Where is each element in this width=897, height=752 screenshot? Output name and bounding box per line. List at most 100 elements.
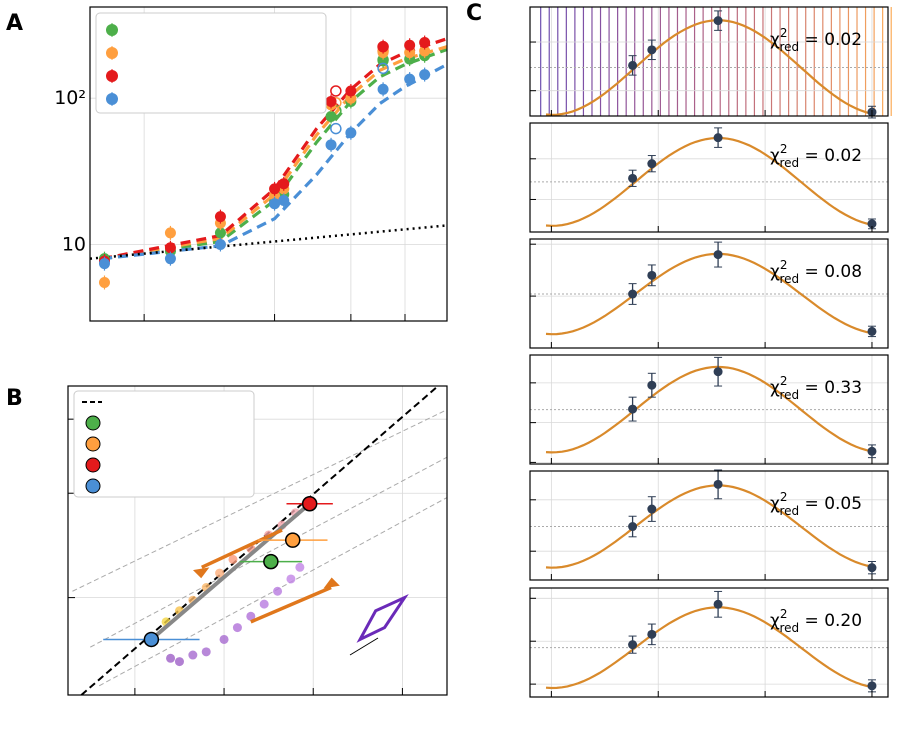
lc-point-F444W-3: [867, 681, 877, 691]
fit-curve-F300M: [545, 136, 873, 227]
chi2-part: red: [779, 40, 799, 54]
lc-point-F322W2-1: [647, 270, 657, 280]
chi2-part: 2: [780, 142, 788, 156]
lc-point-F277W-1: [647, 45, 657, 55]
plot-area-b: [72, 386, 447, 695]
data-point-2-9: [419, 37, 431, 49]
chi2-part: =: [799, 30, 824, 50]
legend-b: [73, 390, 255, 498]
ytick-label-a-part: 10: [62, 233, 86, 255]
fit-curve-F410M: [545, 484, 873, 569]
legend-marker-a: [106, 70, 118, 82]
chi2-part: χ: [770, 30, 780, 50]
track-point-14: [219, 634, 229, 644]
legend-box-a: [95, 12, 327, 114]
chi2-part: red: [779, 621, 799, 635]
track-point-13: [201, 647, 211, 657]
lc-point-F356W-3: [867, 446, 877, 456]
frame-c: [529, 587, 889, 698]
chi2-value: 0.20: [824, 611, 862, 631]
data-point-3-6: [345, 127, 357, 139]
fit-curve-F322W2: [545, 252, 873, 336]
panel-label-b: B: [6, 386, 23, 411]
epoch-point-1: [284, 532, 301, 548]
open-point-2-1: [377, 40, 389, 53]
data-point-1-1: [164, 227, 176, 239]
epoch-point-2: [301, 495, 318, 512]
chi2-label: χ2 red = 0.33: [770, 374, 862, 402]
data-point-3-7: [377, 83, 389, 95]
chi2-label: χ2 red = 0.08: [770, 258, 862, 286]
model-curve-0: [101, 47, 448, 261]
chi2-part: =: [799, 494, 824, 514]
lc-point-F356W-1: [647, 380, 657, 390]
chi2-part: χ: [770, 378, 780, 398]
data-point-2-2: [214, 211, 226, 223]
lc-point-F300M-0: [628, 173, 638, 183]
open-point-3-0: [330, 122, 342, 135]
arrow-right-head: [323, 577, 340, 589]
lc-point-F300M-1: [647, 159, 657, 169]
track-point-18: [273, 586, 283, 596]
frame-c: [529, 470, 889, 581]
panel-label-c: C: [466, 1, 482, 26]
frame-c: [529, 6, 889, 117]
chi2-part: 2: [780, 258, 788, 272]
panel-b-hr: [67, 385, 448, 696]
data-point-3-0: [98, 258, 110, 270]
fit-curve-F444W: [545, 606, 873, 690]
lc-point-F444W-2: [713, 599, 723, 609]
chi2-part: =: [799, 378, 824, 398]
cepheid-pointer: [349, 637, 379, 656]
model-curve-3: [101, 63, 448, 261]
chi2-part: χ: [770, 262, 780, 282]
data-point-2-6: [345, 85, 357, 97]
lc-point-F322W2-2: [713, 250, 723, 260]
legend-box-b: [73, 390, 255, 498]
chi2-value: 0.02: [824, 146, 862, 166]
data-point-0-5: [325, 110, 337, 122]
legend-marker-a: [106, 47, 118, 59]
cepheid-loop: [356, 594, 409, 643]
chi2-part: χ: [770, 494, 780, 514]
data-point-3-3: [269, 198, 281, 210]
frame-b: [67, 385, 448, 696]
chi2-part: 2: [780, 607, 788, 621]
data-point-2-5: [325, 95, 337, 107]
data-point-1-9: [419, 45, 431, 57]
track-point-17: [259, 599, 269, 609]
chi2-part: χ: [770, 611, 780, 631]
lc-point-F277W-0: [628, 60, 638, 70]
arrow-left-shaft: [201, 528, 283, 569]
data-point-2-8: [404, 39, 416, 51]
grid-c: [530, 123, 888, 232]
lc-point-F322W2-0: [628, 289, 638, 299]
chi2-value: 0.08: [824, 262, 862, 282]
track-point-10: [166, 653, 176, 663]
subpanel-f277w: χ2 red = 0.02: [529, 6, 892, 119]
track-point-11: [174, 657, 184, 667]
data-point-3-8: [404, 73, 416, 85]
grid-c: [530, 239, 888, 348]
evolution-path: [150, 502, 311, 641]
lc-point-F410M-2: [713, 479, 723, 489]
frame-a: [89, 6, 448, 322]
frame-c: [529, 238, 889, 349]
legend-marker-b: [85, 415, 101, 431]
subpanel-f444w: χ2 red = 0.20: [529, 587, 889, 698]
data-point-3-5: [325, 139, 337, 151]
chi2-part: red: [779, 388, 799, 402]
chi2-label: χ2 red = 0.20: [770, 607, 862, 635]
panel-a-sed: 10 10²: [54, 6, 448, 322]
chi2-value: 0.33: [824, 378, 862, 398]
epoch-point-0: [263, 553, 279, 570]
data-point-3-4: [278, 194, 290, 206]
data-point-2-3: [269, 183, 281, 195]
chi2-part: 2: [780, 490, 788, 504]
arrow-right-shaft: [250, 585, 332, 624]
chi2-label: χ2 red = 0.02: [770, 26, 862, 54]
chi2-part: =: [799, 146, 824, 166]
chi2-part: red: [779, 504, 799, 518]
lc-point-F410M-3: [867, 563, 877, 573]
